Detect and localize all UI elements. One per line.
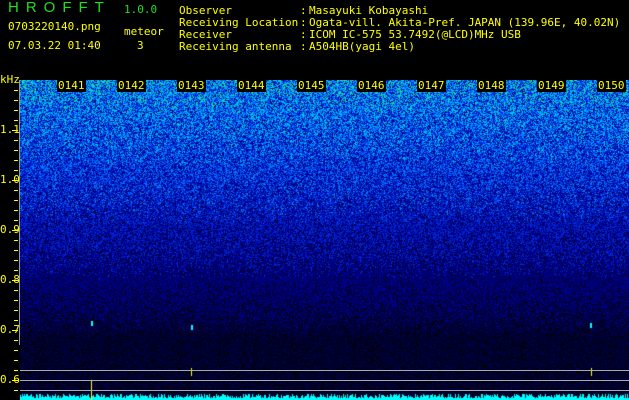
y-tick [12,130,18,131]
y-tick [12,280,18,281]
time-label: 0142 [117,79,146,92]
time-label: 0145 [297,79,326,92]
y-tick [14,300,18,301]
y-axis-line [19,80,20,345]
y-tick [14,250,18,251]
y-tick [14,190,18,191]
info-label: Receiver [179,28,232,41]
y-tick-label: 1.0 [0,173,20,186]
y-tick [14,290,18,291]
y-tick [14,360,18,361]
info-sep: : [300,40,307,53]
y-tick [14,390,18,391]
y-tick [14,110,18,111]
y-tick [14,320,18,321]
y-unit: kHz [0,73,20,86]
y-tick [14,140,18,141]
meteor-label: meteor [124,25,164,38]
y-tick [14,170,18,171]
info-sep: : [300,16,307,29]
y-tick [14,310,18,311]
y-tick [14,270,18,271]
y-tick [14,260,18,261]
app-version: 1.0.0 [124,3,158,16]
info-value: Masayuki Kobayashi [309,4,429,17]
meteor-count: 3 [137,39,144,52]
time-label: 0147 [417,79,446,92]
y-tick [14,370,18,371]
y-tick [14,240,18,241]
y-tick [12,230,18,231]
info-value: A504HB(yagi 4el) [309,40,415,53]
info-sep: : [300,4,307,17]
info-label: Receiving Location [179,16,299,29]
info-value: ICOM IC-575 53.7492(@LCD)MHz USB [309,28,521,41]
info-label: Receiving antenna [179,40,292,53]
reference-line [20,380,629,381]
time-label: 0150 [597,79,626,92]
time-label: 0146 [357,79,386,92]
y-tick-label: 0.8 [0,273,20,286]
time-label: 0144 [237,79,266,92]
reference-line [20,370,629,371]
y-tick [14,120,18,121]
info-value: Ogata-vill. Akita-Pref. JAPAN (139.96E, … [309,16,621,29]
y-tick-label: 0.9 [0,223,20,236]
y-tick [12,380,18,381]
y-tick-label: 1.1 [0,123,20,136]
y-tick [14,150,18,151]
info-sep: : [300,28,307,41]
y-tick-label: 0.6 [0,373,20,386]
spectrogram [20,80,629,400]
file-name: 0703220140.png [8,20,101,33]
y-tick [14,100,18,101]
y-tick-label: 0.7 [0,323,20,336]
datetime: 07.03.22 01:40 [8,39,101,52]
time-label: 0143 [177,79,206,92]
y-tick [14,200,18,201]
y-tick [14,350,18,351]
app-title: HROFFT [8,0,111,16]
time-label: 0141 [57,79,86,92]
y-tick [14,340,18,341]
y-tick [12,180,18,181]
time-label: 0149 [537,79,566,92]
y-tick [14,210,18,211]
y-tick [14,220,18,221]
y-tick [14,160,18,161]
time-label: 0148 [477,79,506,92]
y-tick [14,90,18,91]
reference-line [20,390,629,391]
info-label: Observer [179,4,232,17]
y-tick [12,330,18,331]
